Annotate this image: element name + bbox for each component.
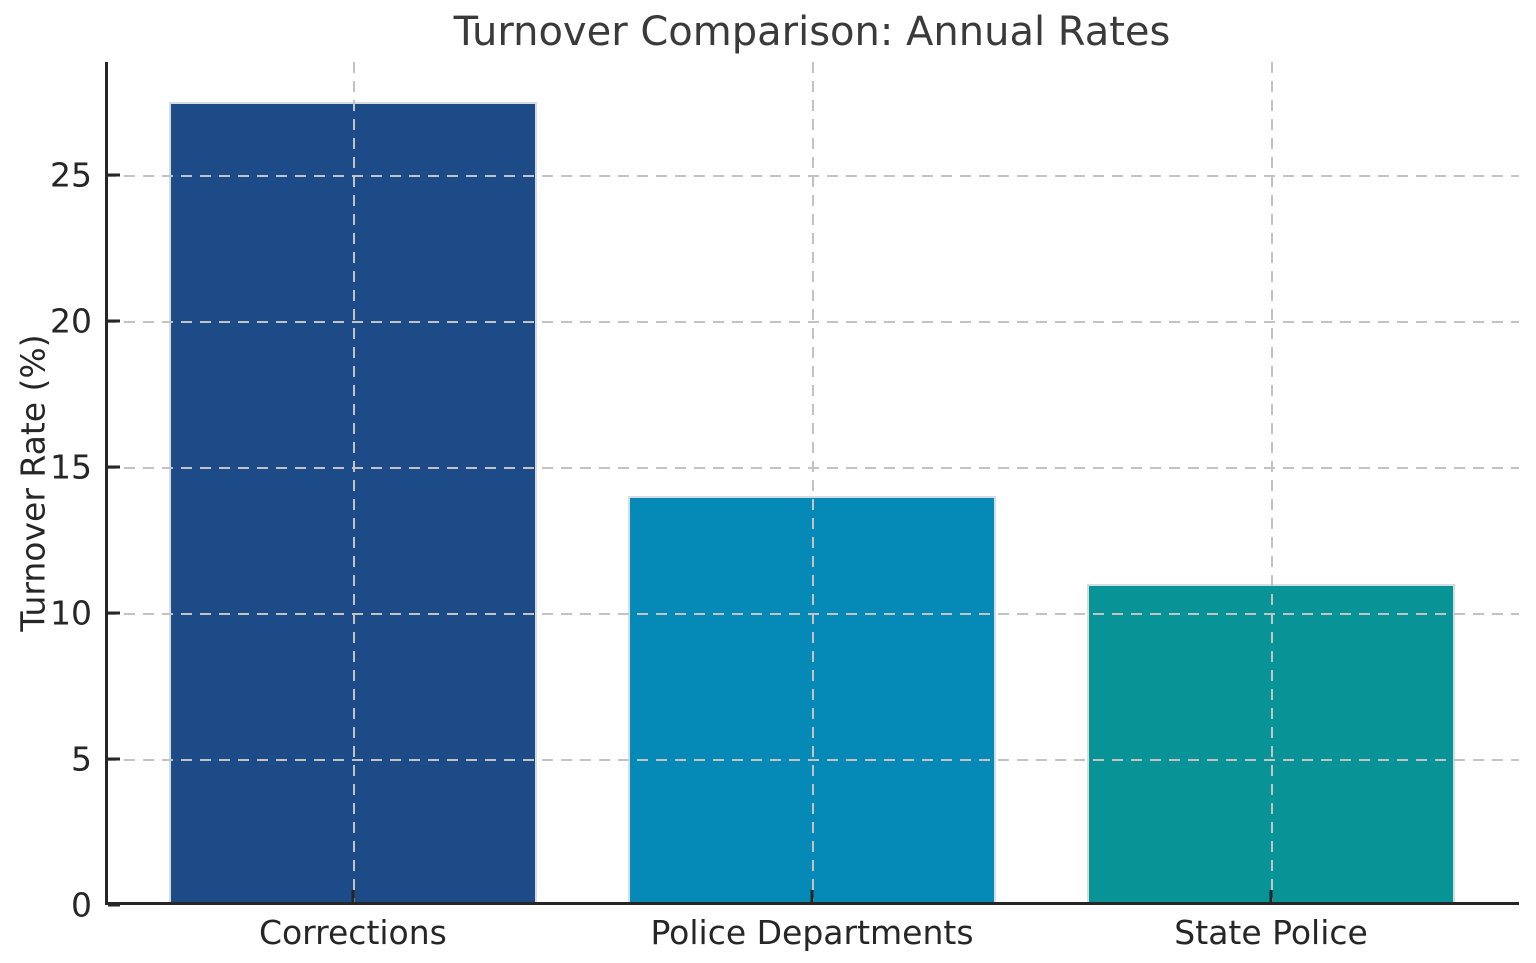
x-tick-label: Police Departments: [650, 913, 974, 952]
y-tick-label: 5: [71, 739, 92, 779]
bar-corrections: [169, 102, 537, 905]
plot-area: [105, 62, 1519, 907]
x-tick-mark: [351, 890, 355, 902]
gridline-vertical: [1271, 62, 1274, 905]
y-axis-spine: [105, 62, 108, 905]
y-tick-mark: [108, 757, 120, 761]
chart-title: Turnover Comparison: Annual Rates: [453, 9, 1171, 55]
y-tick-label: 20: [50, 301, 92, 341]
y-tick-mark: [108, 903, 120, 907]
y-tick-label: 15: [50, 447, 92, 487]
gridline-vertical: [352, 62, 355, 905]
x-tick-mark: [1269, 890, 1273, 902]
y-tick-label: 10: [50, 593, 92, 633]
x-tick-label: Corrections: [258, 913, 447, 952]
gridline-vertical: [812, 62, 814, 905]
x-axis-spine: [105, 902, 1519, 905]
x-tick-mark: [810, 890, 814, 902]
y-tick-label: 25: [50, 155, 92, 195]
y-tick-label: 0: [71, 885, 92, 925]
x-tick-label: State Police: [1174, 913, 1368, 952]
bar-police-departments: [628, 496, 996, 905]
y-tick-mark: [108, 319, 120, 323]
y-tick-mark: [108, 173, 120, 177]
y-tick-mark: [108, 465, 120, 469]
y-tick-mark: [108, 611, 120, 615]
